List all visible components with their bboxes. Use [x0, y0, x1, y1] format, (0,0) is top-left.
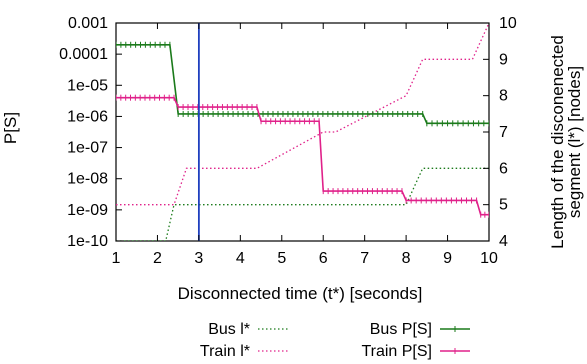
y-right-tick-label: 9 — [499, 51, 508, 68]
y-right-tick-label: 10 — [499, 15, 517, 32]
y-right-tick-label: 5 — [499, 197, 508, 214]
x-tick-label: 4 — [236, 250, 245, 267]
legend-label: Train P[S] — [361, 343, 432, 360]
x-tick-label: 7 — [360, 250, 369, 267]
y-axis-right-label-line2: segment (l*) [nodes] — [565, 66, 584, 218]
y-left-tick-label: 1e-09 — [67, 202, 108, 219]
ticks-layer: 1 2 3 4 5 6 7 8 9 10 1e-10 1e-09 1e-08 1e-07 1e-06 1e-0… — [59, 15, 517, 267]
x-tick-label: 9 — [443, 250, 452, 267]
x-tick-label: 1 — [112, 250, 121, 267]
y-right-tick-label: 6 — [499, 160, 508, 177]
legend-entry: Train P[S] — [361, 343, 470, 360]
y-right-tick-label: 8 — [499, 88, 508, 105]
x-tick-label: 6 — [319, 250, 328, 267]
y-right-tick-label: 4 — [499, 233, 508, 250]
y-right-tick-label: 7 — [499, 124, 508, 141]
series-0 — [116, 167, 489, 241]
y-left-tick-label: 1e-05 — [67, 77, 108, 94]
series-line-0 — [116, 167, 489, 241]
y-left-tick-label: 1e-07 — [67, 140, 108, 157]
legend-entry: Bus l* — [208, 321, 288, 338]
x-tick-label: 8 — [402, 250, 411, 267]
y-axis-right-label-line1: Length of the disconenected — [548, 35, 567, 249]
series-3 — [116, 94, 489, 218]
series-line-1 — [116, 23, 489, 206]
y-left-tick-label: 1e-08 — [67, 171, 108, 188]
legend: Bus l* Train l* Bus P[S] Train P[S] — [200, 321, 470, 360]
legend-label: Bus P[S] — [370, 321, 432, 338]
y-left-tick-label: 1e-10 — [67, 233, 108, 250]
x-axis-label: Disconnected time (t*) [seconds] — [178, 284, 423, 303]
x-tick-label: 3 — [194, 250, 203, 267]
series-1 — [116, 23, 489, 206]
y-left-tick-label: 0.0001 — [59, 46, 108, 63]
legend-label: Train l* — [200, 343, 250, 360]
legend-label: Bus l* — [208, 321, 250, 338]
x-tick-label: 5 — [277, 250, 286, 267]
y-axis-left-label: P[S] — [1, 112, 20, 144]
x-tick-label: 10 — [480, 250, 498, 267]
series-2 — [116, 41, 489, 127]
legend-entry: Train l* — [200, 343, 288, 360]
y-left-tick-label: 0.001 — [68, 15, 108, 32]
series-line-3 — [116, 96, 489, 216]
y-left-tick-label: 1e-06 — [67, 108, 108, 125]
series-layer — [116, 23, 489, 241]
legend-entry: Bus P[S] — [370, 321, 470, 338]
x-tick-label: 2 — [153, 250, 162, 267]
